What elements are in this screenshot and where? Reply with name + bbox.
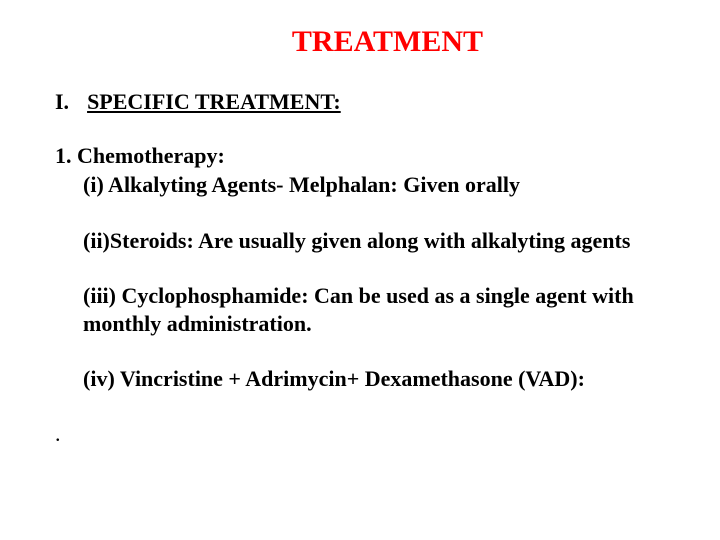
section-heading: I. SPECIFIC TREATMENT:: [55, 89, 680, 115]
page-title: TREATMENT: [95, 25, 680, 59]
section-roman: I.: [55, 89, 69, 115]
list-item: (iv) Vincristine + Adrimycin+ Dexamethas…: [83, 365, 680, 393]
subheading-chemotherapy: 1. Chemotherapy:: [55, 143, 680, 169]
section-heading-text: SPECIFIC TREATMENT:: [87, 89, 341, 114]
list-item: (i) Alkalyting Agents- Melphalan: Given …: [83, 171, 680, 199]
trailing-dot: .: [55, 421, 680, 447]
list-item: (ii)Steroids: Are usually given along wi…: [83, 227, 680, 255]
list-item: (iii) Cyclophosphamide: Can be used as a…: [83, 282, 680, 337]
